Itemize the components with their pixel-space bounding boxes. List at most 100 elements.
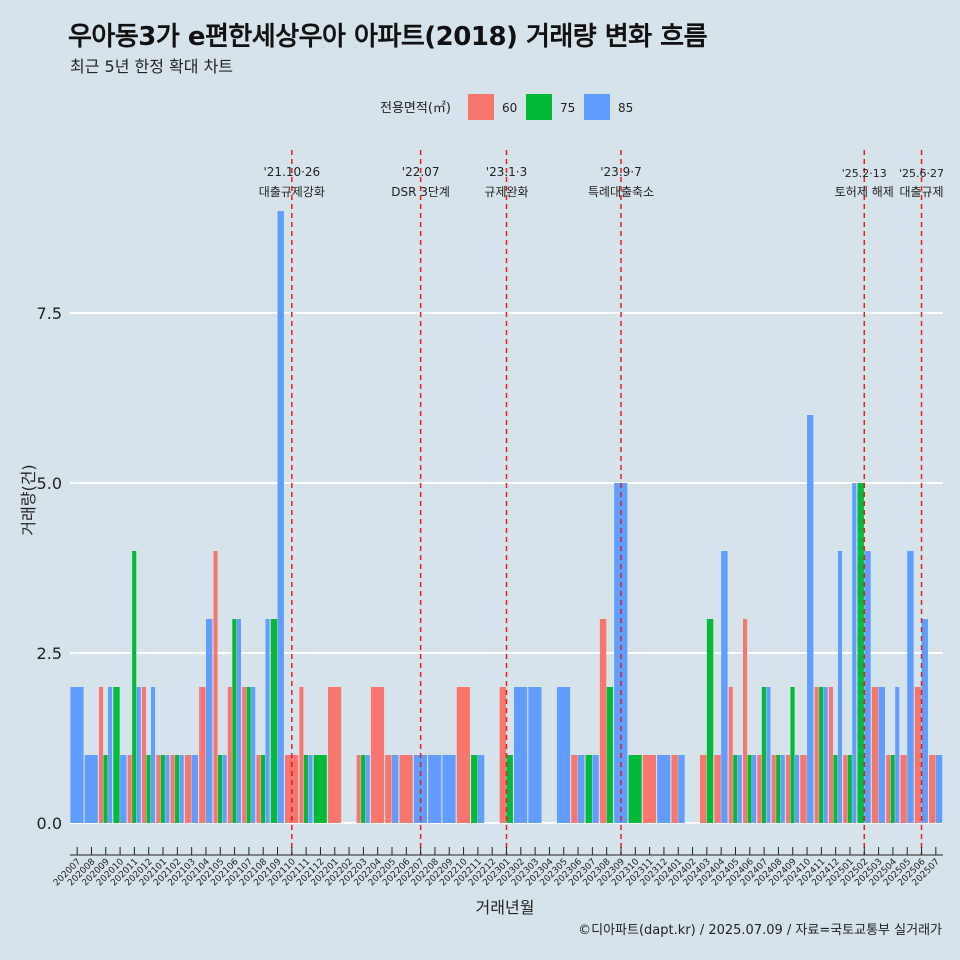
event-date-label: '21.10·26 bbox=[263, 165, 320, 179]
bar-60-202104 bbox=[199, 687, 206, 823]
event-date-label: '25.6·27 bbox=[899, 167, 944, 180]
bar-75-202412 bbox=[833, 755, 838, 823]
bar-75-202405 bbox=[733, 755, 738, 823]
bar-75-202111 bbox=[303, 755, 309, 823]
bar-85-202104 bbox=[205, 619, 213, 823]
bar-85-202101 bbox=[165, 755, 170, 823]
bar-60-202410 bbox=[800, 755, 807, 823]
bar-60-202311 bbox=[642, 755, 657, 823]
event-date-label: '23.1·3 bbox=[486, 165, 527, 179]
bar-85-202309 bbox=[614, 483, 628, 823]
y-tick-label: 0.0 bbox=[37, 814, 62, 833]
bar-85-202406 bbox=[752, 755, 757, 823]
bar-85-202401 bbox=[678, 755, 685, 823]
legend-key-85 bbox=[584, 94, 610, 120]
bar-75-202012 bbox=[146, 755, 151, 823]
bar-75-202411 bbox=[819, 687, 824, 823]
bar-85-202111 bbox=[308, 755, 313, 823]
bar-75-202307 bbox=[585, 755, 592, 823]
bar-60-202205 bbox=[385, 755, 392, 823]
legend-key-75 bbox=[526, 94, 552, 120]
bar-75-202211 bbox=[471, 755, 478, 823]
bar-75-202409 bbox=[790, 687, 795, 823]
bar-85-202103 bbox=[191, 755, 199, 823]
bar-85-202505 bbox=[907, 551, 914, 823]
bar-85-202405 bbox=[737, 755, 742, 823]
bar-60-202106 bbox=[227, 687, 232, 823]
bar-75-202109 bbox=[270, 619, 278, 823]
bar-60-202408 bbox=[771, 755, 776, 823]
event-name-label: 대출규제강화 bbox=[259, 185, 325, 199]
bar-85-202409 bbox=[794, 755, 800, 823]
bar-60-202210 bbox=[456, 687, 470, 823]
bar-85-202011 bbox=[136, 687, 141, 823]
bar-60-202503 bbox=[871, 687, 879, 823]
event-date-label: '23.9·7 bbox=[600, 165, 641, 179]
bar-75-202009 bbox=[103, 755, 108, 823]
y-tick-label: 7.5 bbox=[37, 304, 62, 323]
event-name-label: 특례대출축소 bbox=[588, 185, 654, 199]
bar-85-202306 bbox=[578, 755, 585, 823]
bar-60-202507 bbox=[929, 755, 936, 823]
bar-75-202108 bbox=[260, 755, 266, 823]
x-axis-title: 거래년월 bbox=[476, 898, 535, 917]
source-caption: ©디아파트(dapt.kr) / 2025.07.09 / 자료=국토교통부 실… bbox=[578, 923, 942, 938]
bar-85-202303 bbox=[528, 687, 542, 823]
bar-85-202108 bbox=[265, 619, 270, 823]
bar-75-202102 bbox=[175, 755, 180, 823]
event-name-label: DSR 3단계 bbox=[391, 185, 450, 199]
bar-60-202506 bbox=[914, 687, 922, 823]
bar-75-202301 bbox=[506, 755, 513, 823]
bar-85-202012 bbox=[150, 687, 156, 823]
bar-60-202009 bbox=[98, 687, 104, 823]
bar-60-202505 bbox=[900, 755, 907, 823]
bar-85-202408 bbox=[780, 755, 785, 823]
bar-60-202107 bbox=[242, 687, 247, 823]
bar-60-202406 bbox=[742, 619, 748, 823]
event-lines bbox=[291, 150, 923, 855]
legend-title: 전용면적(㎡) bbox=[380, 101, 451, 116]
bar-85-202412 bbox=[837, 551, 843, 823]
bar-85-202106 bbox=[236, 619, 241, 823]
bar-60-202011 bbox=[127, 755, 132, 823]
bar-60-202409 bbox=[785, 755, 791, 823]
bar-60-202101 bbox=[156, 755, 161, 823]
bar-85-202205 bbox=[392, 755, 399, 823]
bar-60-202301 bbox=[499, 687, 507, 823]
bar-60-202403 bbox=[700, 755, 707, 823]
event-date-label: '22.07 bbox=[402, 165, 440, 179]
bar-85-202208 bbox=[428, 755, 442, 823]
event-name-label: 규제완화 bbox=[484, 185, 528, 199]
bar-60-202103 bbox=[184, 755, 192, 823]
bar-75-202101 bbox=[160, 755, 165, 823]
event-name-label: 토허제 해제 bbox=[835, 185, 894, 199]
bar-75-202112 bbox=[313, 755, 327, 823]
legend: 전용면적(㎡) 60 75 85 bbox=[380, 94, 633, 120]
bar-85-202008 bbox=[84, 755, 98, 823]
bar-75-202106 bbox=[232, 619, 237, 823]
bar-60-202308 bbox=[599, 619, 607, 823]
bar-60-202102 bbox=[170, 755, 175, 823]
bar-75-202504 bbox=[890, 755, 895, 823]
bar-60-202204 bbox=[370, 687, 385, 823]
bar-85-202203 bbox=[365, 755, 370, 823]
bar-85-202504 bbox=[895, 687, 900, 823]
bar-75-202310 bbox=[628, 755, 642, 823]
bar-60-202105 bbox=[213, 551, 218, 823]
chart-subtitle: 최근 5년 한정 확대 차트 bbox=[70, 57, 234, 76]
bar-85-202410 bbox=[807, 415, 814, 823]
bar-60-202111 bbox=[299, 687, 304, 823]
bar-85-202503 bbox=[878, 687, 885, 823]
legend-label-75: 75 bbox=[560, 101, 575, 115]
bar-85-202507 bbox=[935, 755, 943, 823]
bar-75-202107 bbox=[246, 687, 251, 823]
bar-85-202209 bbox=[442, 755, 456, 823]
y-axis-title: 거래량(건) bbox=[19, 464, 38, 535]
legend-label-85: 85 bbox=[618, 101, 633, 115]
bar-85-202502 bbox=[864, 551, 871, 823]
bar-85-202411 bbox=[823, 687, 828, 823]
event-name-label: 대출규제 bbox=[899, 185, 943, 199]
y-tick-label: 5.0 bbox=[37, 474, 62, 493]
y-tick-label: 2.5 bbox=[37, 644, 62, 663]
